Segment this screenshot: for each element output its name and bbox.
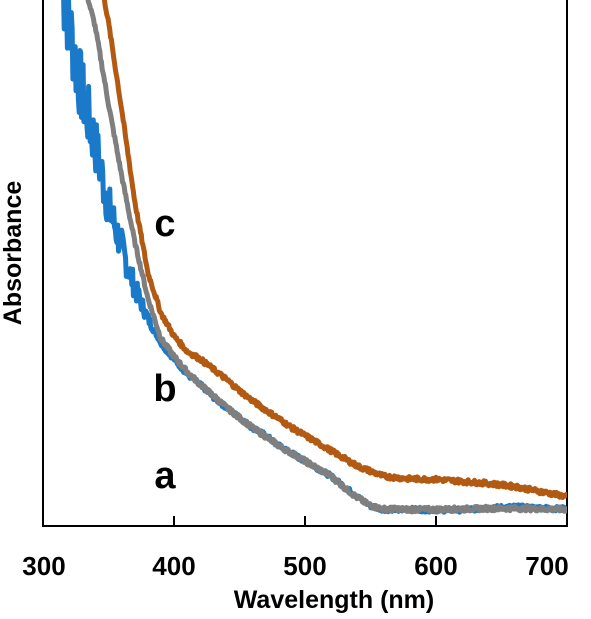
y-axis-title: Absorbance [0, 181, 27, 326]
curve-label-a: a [154, 455, 176, 497]
x-tick-label: 400 [152, 551, 195, 581]
curve-label-c: c [154, 203, 175, 245]
series-line-c [101, 0, 567, 500]
series-layer [61, 0, 567, 515]
x-tick-label: 600 [414, 551, 457, 581]
curve-label-b: b [153, 368, 176, 410]
plot-area-frame [42, 0, 568, 527]
series-line-b [85, 0, 567, 515]
x-tick-label: 500 [283, 551, 326, 581]
x-ticks: 300 400 500 600 700 [22, 516, 569, 581]
x-tick-label: 300 [22, 551, 65, 581]
x-tick-label: 700 [525, 551, 568, 581]
x-axis-title: Wavelength (nm) [234, 586, 434, 614]
